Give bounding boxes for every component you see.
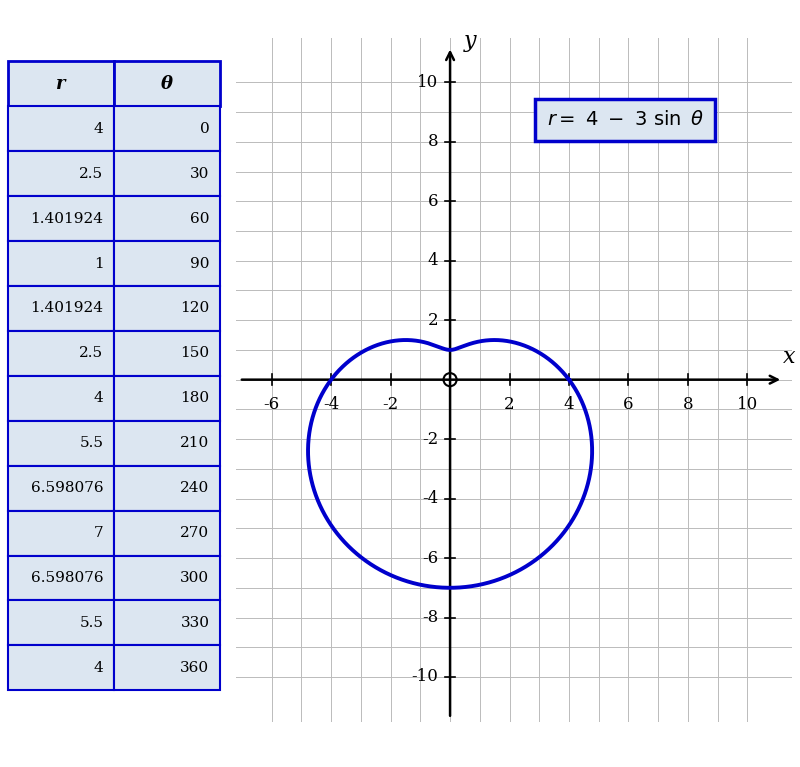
Text: $r = \ 4 \ - \ 3 \ \sin \ \theta$: $r = \ 4 \ - \ 3 \ \sin \ \theta$ xyxy=(546,110,704,130)
Text: 6: 6 xyxy=(428,193,438,209)
Text: -6: -6 xyxy=(422,550,438,567)
Text: 10: 10 xyxy=(417,74,438,91)
Text: 6: 6 xyxy=(623,396,634,413)
Text: -2: -2 xyxy=(422,430,438,448)
Text: 8: 8 xyxy=(427,133,438,150)
Text: y: y xyxy=(463,30,476,51)
Text: 4: 4 xyxy=(564,396,574,413)
Text: -2: -2 xyxy=(382,396,398,413)
Text: -4: -4 xyxy=(323,396,339,413)
Text: 2: 2 xyxy=(427,311,438,329)
Text: 4: 4 xyxy=(427,252,438,269)
Text: -10: -10 xyxy=(411,669,438,686)
Text: 10: 10 xyxy=(737,396,758,413)
Text: 2: 2 xyxy=(504,396,515,413)
Text: -4: -4 xyxy=(422,490,438,507)
Text: 8: 8 xyxy=(682,396,694,413)
Text: x: x xyxy=(782,346,795,367)
Text: -8: -8 xyxy=(422,609,438,626)
Text: -6: -6 xyxy=(264,396,280,413)
